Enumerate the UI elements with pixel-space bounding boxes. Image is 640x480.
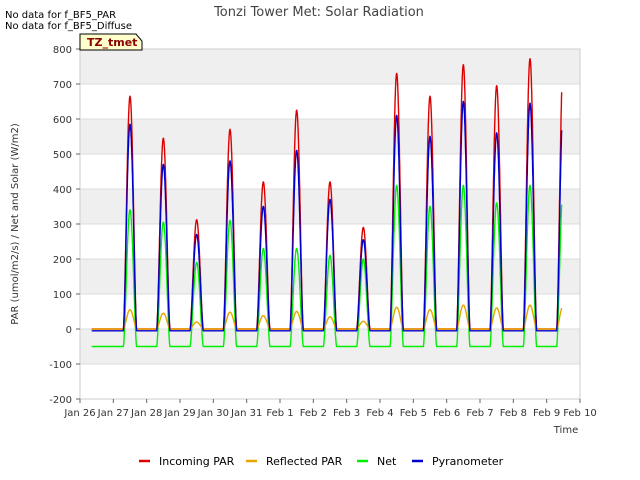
y-axis-title: PAR (umol/m2/s) / Net and Solar (W/m2) [10, 123, 21, 325]
y-tick-label: 300 [53, 220, 72, 231]
no-data-note-diffuse: No data for f_BF5_Diffuse [5, 21, 132, 32]
y-tick-label: 500 [53, 150, 72, 161]
legend-label-pyranometer: Pyranometer [432, 455, 504, 468]
plot-band [80, 329, 580, 364]
y-tick-label: -100 [49, 360, 72, 371]
legend: Incoming PAR Reflected PAR Net Pyranometer [139, 455, 504, 468]
x-tick-label: Feb 7 [466, 408, 493, 419]
x-tick-label: Feb 8 [500, 408, 527, 419]
plot-band [80, 119, 580, 154]
x-tick-label: Feb 9 [533, 408, 560, 419]
x-tick-label: Feb 6 [433, 408, 460, 419]
series-pyranometer [91, 100, 563, 332]
y-tick-label: 700 [53, 80, 72, 91]
x-tick-label: Feb 1 [266, 408, 293, 419]
x-tick-label: Feb 3 [333, 408, 360, 419]
x-tick-label: Feb 10 [563, 408, 597, 419]
plot-band [80, 259, 580, 294]
x-tick-label: Feb 5 [400, 408, 427, 419]
x-axis: Jan 26 Jan 27 Jan 28 Jan 29 Jan 30 Jan 31 Feb … [63, 399, 597, 419]
legend-label-reflected-par: Reflected PAR [266, 455, 343, 468]
y-axis: -200 -100 0 100 200 300 400 500 600 700 800 [49, 45, 80, 406]
y-tick-label: 600 [53, 115, 72, 126]
chart-title: Tonzi Tower Met: Solar Radiation [213, 5, 424, 20]
x-tick-label: Jan 29 [163, 408, 195, 419]
y-tick-label: 0 [66, 325, 72, 336]
series-layer [91, 58, 563, 348]
legend-label-net: Net [377, 455, 397, 468]
y-tick-label: 400 [53, 185, 72, 196]
station-badge: TZ_tmet [79, 33, 143, 51]
legend-label-incoming-par: Incoming PAR [159, 455, 235, 468]
badge-label: TZ_tmet [87, 36, 137, 49]
x-tick-label: Jan 30 [197, 408, 229, 419]
y-tick-label: -200 [49, 395, 72, 406]
badge-box [79, 33, 143, 51]
plot-band [80, 49, 580, 84]
plot-bands [80, 49, 580, 364]
y-tick-label: 200 [53, 255, 72, 266]
x-tick-label: Jan 26 [63, 408, 95, 419]
x-tick-label: Feb 4 [366, 408, 393, 419]
no-data-note-par: No data for f_BF5_PAR [5, 10, 116, 21]
x-tick-label: Jan 31 [230, 408, 262, 419]
x-tick-label: Feb 2 [300, 408, 327, 419]
x-tick-label: Jan 28 [130, 408, 162, 419]
series-net [91, 184, 563, 348]
y-tick-label: 800 [53, 45, 72, 56]
y-tick-label: 100 [53, 290, 72, 301]
x-axis-title: Time [553, 425, 578, 436]
plot-band [80, 189, 580, 224]
x-tick-label: Jan 27 [97, 408, 129, 419]
